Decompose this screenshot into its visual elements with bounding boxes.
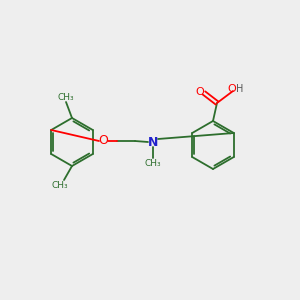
Text: CH₃: CH₃ — [145, 158, 161, 167]
Text: CH₃: CH₃ — [58, 92, 74, 101]
Text: O: O — [98, 134, 108, 148]
Text: N: N — [148, 136, 158, 148]
Text: O: O — [228, 84, 236, 94]
Text: O: O — [196, 87, 204, 97]
Text: H: H — [236, 84, 244, 94]
Text: CH₃: CH₃ — [52, 181, 68, 190]
